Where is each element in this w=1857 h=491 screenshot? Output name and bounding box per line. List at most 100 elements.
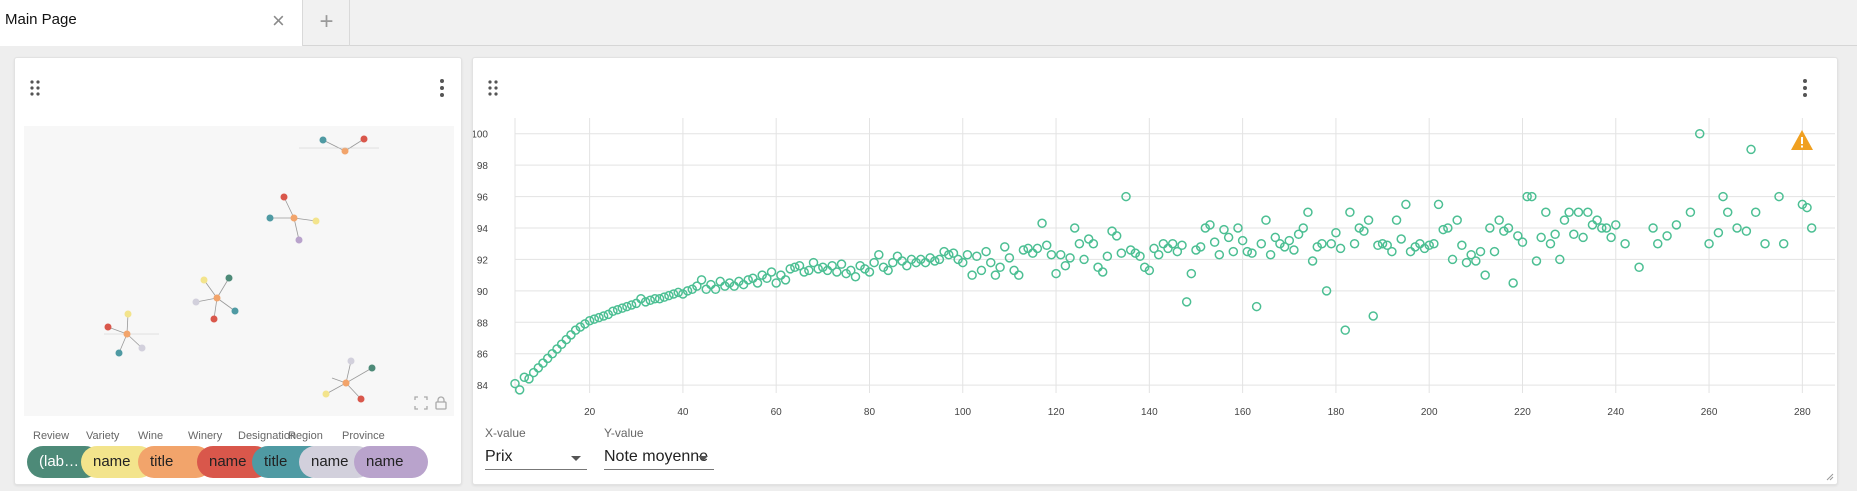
scatter-point[interactable] [1471,256,1481,266]
scatter-point[interactable] [864,267,875,277]
scatter-point[interactable] [1023,243,1033,254]
scatter-point[interactable] [1298,223,1309,233]
more-options-icon[interactable] [437,78,447,98]
scatter-point[interactable] [1177,240,1187,251]
scatter-point[interactable] [967,270,977,280]
scatter-point[interactable] [1508,278,1518,288]
scatter-point[interactable] [1219,224,1229,235]
scatter-point[interactable] [780,275,791,285]
scatter-point[interactable] [608,306,618,317]
scatter-point[interactable] [1359,226,1369,236]
scatter-point[interactable] [1489,246,1500,257]
scatter-point[interactable] [1387,246,1397,257]
scatter-point[interactable] [1545,238,1556,249]
scatter-point[interactable] [1317,238,1327,249]
network-graph[interactable] [24,126,454,416]
scatter-point[interactable] [1340,325,1350,335]
scatter-point[interactable] [1653,238,1663,249]
scatter-point[interactable] [1555,254,1565,265]
legend-pill-province[interactable]: name [354,446,428,478]
add-tab-button[interactable]: + [304,0,350,46]
lock-icon[interactable] [434,396,448,410]
scatter-point[interactable] [673,287,684,298]
scatter-point[interactable] [930,256,940,266]
scatter-point[interactable] [1503,223,1514,233]
scatter-point[interactable] [1167,238,1178,249]
scatter-point[interactable] [1228,246,1239,257]
scatter-point[interactable] [827,260,837,271]
scatter-point[interactable] [897,256,907,266]
scatter-point[interactable] [1041,240,1052,251]
scatter-point[interactable] [528,367,539,378]
scatter-point[interactable] [1307,256,1318,266]
scatter-point[interactable] [1172,246,1183,257]
scatter-point[interactable] [1802,202,1812,213]
scatter-point[interactable] [561,334,572,345]
scatter-point[interactable] [1452,215,1462,225]
scatter-point[interactable] [850,271,861,282]
scatter-point[interactable] [995,262,1005,273]
scatter-point[interactable] [794,260,805,271]
scatter-point[interactable] [1004,253,1015,263]
scatter-point[interactable] [533,363,544,373]
scatter-point[interactable] [626,300,637,310]
scatter-point[interactable] [1181,297,1192,307]
scatter-point[interactable] [1373,240,1383,251]
scatter-point[interactable] [1522,191,1532,202]
scatter-point[interactable] [1261,215,1271,225]
scatter-point[interactable] [1088,238,1099,249]
scatter-point[interactable] [538,358,548,368]
scatter-point[interactable] [1760,238,1770,249]
scatter-point[interactable] [1270,232,1281,243]
scatter-point[interactable] [1601,223,1612,233]
scatter-point[interactable] [934,254,945,265]
drag-handle-icon[interactable] [29,80,41,96]
warning-icon[interactable] [1790,129,1814,151]
scatter-point[interactable] [958,257,968,268]
scatter-point[interactable] [1685,207,1696,218]
scatter-point[interactable] [1578,232,1588,243]
scatter-point[interactable] [883,265,893,276]
scatter-point[interactable] [1032,243,1043,254]
scatter-point[interactable] [682,286,693,296]
scatter-point[interactable] [1102,251,1113,262]
scatter-point[interactable] [1536,232,1546,243]
scatter-point[interactable] [645,295,656,306]
scatter-point[interactable] [752,278,763,288]
scatter-point[interactable] [1321,286,1332,296]
scatter-point[interactable] [1279,242,1290,252]
scatter-point[interactable] [1778,238,1789,249]
scatter-point[interactable] [524,374,534,384]
scatter-point[interactable] [1611,220,1621,230]
scatter-point[interactable] [1097,267,1108,277]
scatter-point[interactable] [1013,270,1024,280]
scatter-point[interactable] [1060,260,1071,271]
scatter-point[interactable] [1074,238,1085,249]
scatter-point[interactable] [1205,220,1215,230]
scatter-point[interactable] [1335,243,1346,254]
scatter-point[interactable] [612,304,623,315]
scatter-point[interactable] [1135,251,1145,262]
scatter-point[interactable] [1424,240,1434,251]
scatter-point[interactable] [1055,249,1066,260]
scatter-point[interactable] [776,270,786,280]
scatter-point[interactable] [552,344,562,354]
scatter-point[interactable] [762,273,772,284]
scatter-point[interactable] [1606,232,1616,243]
scatter-point[interactable] [1573,207,1584,218]
scatter-point[interactable] [1694,128,1705,139]
resize-handle-icon[interactable] [1826,473,1834,481]
scatter-point[interactable] [1461,257,1472,268]
scatter-point[interactable] [1149,243,1159,254]
scatter-point[interactable] [944,249,954,260]
scatter-point[interactable] [1363,215,1374,225]
scatter-point[interactable] [1457,240,1467,251]
scatter-point[interactable] [710,284,721,295]
scatter-point[interactable] [1144,265,1155,276]
scatter-point[interactable] [1223,232,1234,243]
scatter-point[interactable] [1648,223,1658,233]
scatter-point[interactable] [948,248,959,258]
scatter-point[interactable] [1718,191,1728,202]
scatter-point[interactable] [813,264,823,274]
scatter-point[interactable] [1559,215,1570,225]
